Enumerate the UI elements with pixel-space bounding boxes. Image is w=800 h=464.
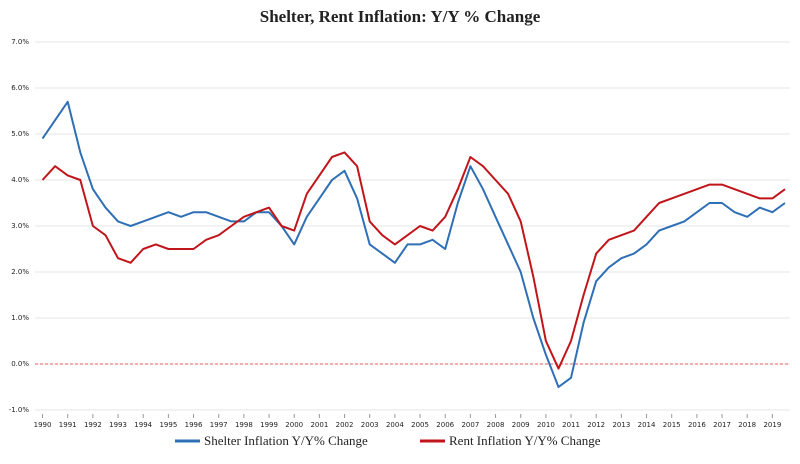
series-line bbox=[41, 151, 786, 370]
y-tick-label: 7.0% bbox=[11, 38, 29, 46]
legend-label: Rent Inflation Y/Y% Change bbox=[449, 433, 601, 448]
x-tick-label: 1999 bbox=[260, 421, 278, 429]
x-tick-label: 2009 bbox=[512, 421, 530, 429]
x-tick-label: 1992 bbox=[84, 421, 102, 429]
x-tick-label: 1993 bbox=[109, 421, 127, 429]
y-tick-label: 6.0% bbox=[11, 84, 29, 92]
x-tick-label: 2001 bbox=[310, 421, 328, 429]
chart-title: Shelter, Rent Inflation: Y/Y % Change bbox=[260, 7, 541, 26]
x-tick-label: 2003 bbox=[361, 421, 379, 429]
y-tick-label: -1.0% bbox=[9, 406, 30, 414]
x-tick-label: 2019 bbox=[763, 421, 781, 429]
x-tick-label: 2014 bbox=[638, 421, 656, 429]
x-tick-label: 1994 bbox=[134, 421, 152, 429]
y-tick-label: 4.0% bbox=[11, 176, 29, 184]
x-tick-label: 2007 bbox=[461, 421, 479, 429]
x-tick-label: 1997 bbox=[210, 421, 228, 429]
x-tick-label: 2000 bbox=[285, 421, 303, 429]
y-tick-label: 5.0% bbox=[11, 130, 29, 138]
y-tick-label: 0.0% bbox=[11, 360, 29, 368]
x-tick-label: 2011 bbox=[562, 421, 580, 429]
x-tick-label: 2005 bbox=[411, 421, 429, 429]
series-line bbox=[41, 100, 786, 388]
x-tick-label: 1995 bbox=[159, 421, 177, 429]
x-tick-label: 2013 bbox=[612, 421, 630, 429]
x-tick-label: 1991 bbox=[59, 421, 77, 429]
x-tick-label: 2004 bbox=[386, 421, 404, 429]
y-tick-label: 1.0% bbox=[11, 314, 29, 322]
x-tick-label: 2006 bbox=[436, 421, 454, 429]
x-tick-label: 2018 bbox=[738, 421, 756, 429]
x-tick-label: 1996 bbox=[185, 421, 203, 429]
x-tick-label: 2010 bbox=[537, 421, 555, 429]
x-tick-label: 2002 bbox=[336, 421, 354, 429]
legend-label: Shelter Inflation Y/Y% Change bbox=[204, 433, 368, 448]
x-tick-label: 2017 bbox=[713, 421, 731, 429]
y-tick-label: 3.0% bbox=[11, 222, 29, 230]
x-tick-label: 2012 bbox=[587, 421, 605, 429]
x-tick-label: 2015 bbox=[663, 421, 681, 429]
x-tick-label: 2008 bbox=[487, 421, 505, 429]
x-tick-label: 1990 bbox=[34, 421, 52, 429]
x-tick-label: 1998 bbox=[235, 421, 253, 429]
x-tick-label: 2016 bbox=[688, 421, 706, 429]
y-tick-label: 2.0% bbox=[11, 268, 29, 276]
